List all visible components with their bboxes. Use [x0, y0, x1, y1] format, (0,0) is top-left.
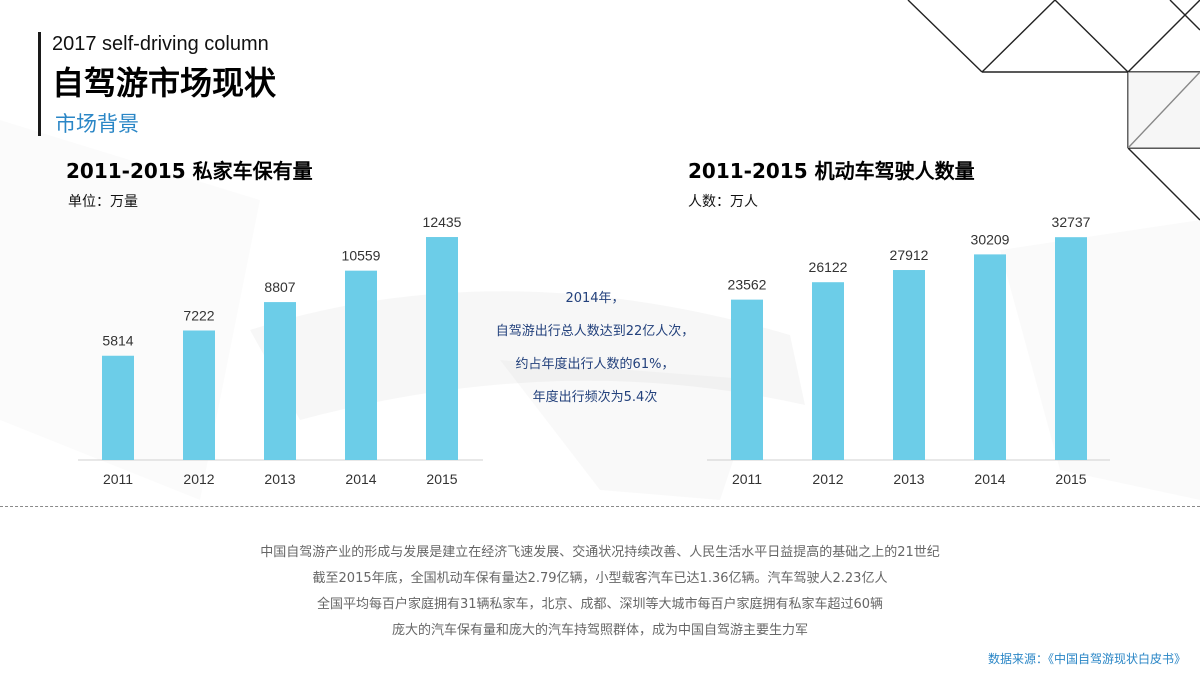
callout-line: 约占年度出行人数的61%， — [515, 357, 675, 372]
chart-1-value-label: 10559 — [342, 248, 381, 264]
chart-1-bar-2015 — [426, 237, 458, 460]
summary-line: 中国自驾游产业的形成与发展是建立在经济飞速发展、交通状况持续改善、人民生活水平日… — [260, 545, 940, 560]
chart-1-value-label: 7222 — [183, 308, 214, 324]
chart-1-category-label: 2013 — [264, 471, 295, 487]
callout-text: 2014年， 自驾游出行总人数达到22亿人次， 约占年度出行人数的61%， 年度… — [470, 282, 720, 414]
chart-2-value-label: 23562 — [728, 277, 767, 293]
chart-1-bar-2014 — [345, 270, 377, 460]
chart-1-unit-label: 单位：万量 — [68, 194, 138, 210]
chart-2-bar-2015 — [1055, 237, 1087, 460]
chart-2-bar-2011 — [731, 299, 763, 460]
chart-2-category-label: 2011 — [732, 471, 762, 487]
chart-2-category-label: 2014 — [974, 471, 1005, 487]
chart-2-category-label: 2013 — [893, 471, 924, 487]
section-heading: 市场背景 — [55, 112, 139, 136]
callout-line: 2014年， — [565, 291, 625, 306]
chart-1-bar-2012 — [183, 330, 215, 460]
chart-1-category-label: 2014 — [345, 471, 376, 487]
dashed-divider — [0, 506, 1200, 507]
chart-1-value-label: 5814 — [102, 333, 133, 349]
chart-2-value-label: 32737 — [1052, 214, 1091, 230]
callout-line: 年度出行频次为5.4次 — [532, 390, 658, 405]
chart-2-unit-label: 人数：万人 — [688, 194, 758, 210]
chart-2-value-label: 30209 — [971, 231, 1010, 247]
chart-1-category-label: 2015 — [426, 471, 457, 487]
chart-2-category-label: 2012 — [812, 471, 843, 487]
chart-1-title: 2011-2015 私家车保有量 — [66, 159, 313, 183]
chart-1-category-label: 2011 — [103, 471, 133, 487]
title-accent-bar — [38, 32, 41, 136]
page-subtitle: 2017 self-driving column — [52, 33, 269, 55]
chart-2-bar-2012 — [812, 282, 844, 460]
corner-geometric-decoration — [907, 0, 1200, 221]
chart-2-value-label: 27912 — [890, 247, 929, 263]
chart-2-bar-2013 — [893, 270, 925, 460]
data-source: 数据来源：《中国自驾游现状白皮书》 — [987, 652, 1186, 666]
chart-2-category-label: 2015 — [1055, 471, 1086, 487]
chart-2-value-label: 26122 — [809, 259, 848, 275]
chart-1-value-label: 8807 — [264, 279, 295, 295]
chart-2-title: 2011-2015 机动车驾驶人数量 — [688, 159, 975, 183]
callout-line: 自驾游出行总人数达到22亿人次， — [495, 324, 695, 339]
page-title: 自驾游市场现状 — [52, 64, 277, 102]
summary-line: 庞大的汽车保有量和庞大的汽车持驾照群体，成为中国自驾游主要生力军 — [391, 623, 808, 638]
chart-1-value-label: 12435 — [423, 214, 462, 230]
summary-line: 截至2015年底，全国机动车保有量达2.79亿辆，小型载客汽车已达1.36亿辆。… — [312, 571, 888, 586]
chart-1-bar-2011 — [102, 355, 134, 460]
summary-text: 中国自驾游产业的形成与发展是建立在经济飞速发展、交通状况持续改善、人民生活水平日… — [150, 540, 1050, 644]
summary-line: 全国平均每百户家庭拥有31辆私家车，北京、成都、深圳等大城市每百户家庭拥有私家车… — [316, 597, 884, 612]
chart-1-bar-2013 — [264, 302, 296, 460]
chart-2-bar-2014 — [974, 254, 1006, 460]
chart-1-category-label: 2012 — [183, 471, 214, 487]
